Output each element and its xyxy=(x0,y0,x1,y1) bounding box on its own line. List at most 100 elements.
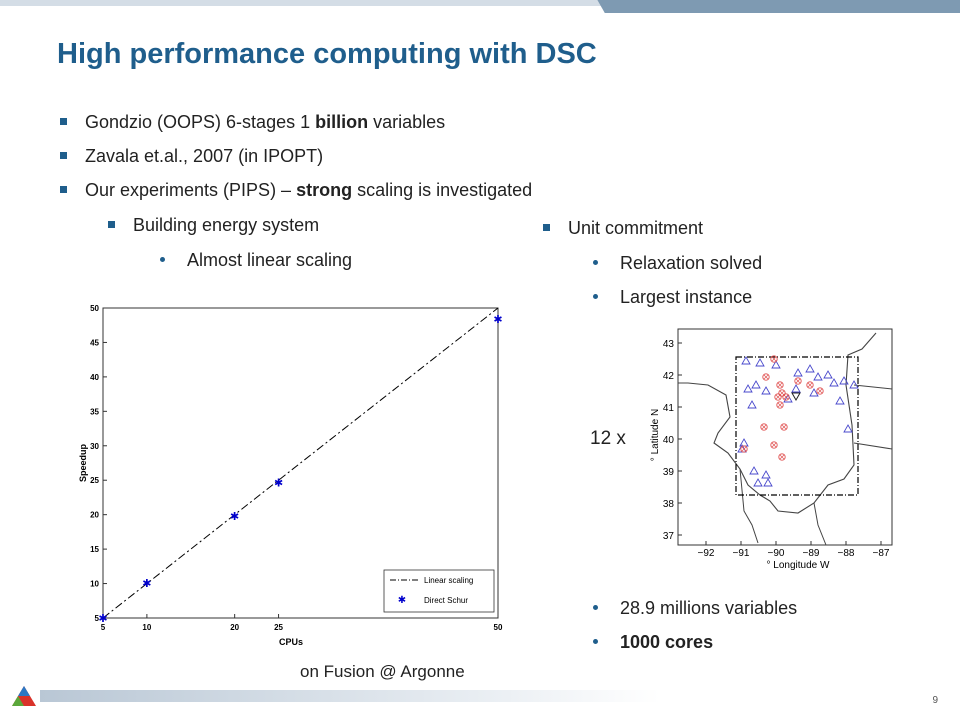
load-marker-cross xyxy=(761,424,767,430)
load-marker xyxy=(778,453,786,461)
page-title: High performance computing with DSC xyxy=(57,38,597,70)
bullet-text: 28.9 millions variables xyxy=(620,598,798,618)
generator-marker xyxy=(771,360,781,369)
load-marker xyxy=(782,393,790,401)
load-marker-cross xyxy=(817,388,823,394)
generator-marker xyxy=(753,478,763,487)
bullet-variables: 28.9 millions variables xyxy=(593,598,797,619)
generator-marker xyxy=(761,386,771,395)
generator-marker xyxy=(809,388,819,397)
y-tick-label: 20 xyxy=(90,511,99,520)
load-marker xyxy=(816,387,824,395)
generator-marker xyxy=(839,376,849,385)
x-tick-label: 25 xyxy=(274,623,283,632)
footer-logo xyxy=(12,686,36,706)
load-marker-cross xyxy=(779,454,785,460)
bullet-marker xyxy=(543,224,550,231)
load-marker xyxy=(806,381,814,389)
bullet-marker xyxy=(60,152,67,159)
map-y-tick-label: 42 xyxy=(663,371,675,382)
generator-marker xyxy=(741,356,751,365)
chart-caption: on Fusion @ Argonne xyxy=(300,662,465,681)
bullet-text: Unit commitment xyxy=(568,218,704,238)
generator-marker xyxy=(791,392,801,402)
direct-schur-point: ✱ xyxy=(142,578,151,590)
generator-marker xyxy=(813,372,823,381)
load-marker-cross xyxy=(777,382,783,388)
x-tick-label: 5 xyxy=(101,623,106,632)
bullet-zavala: Zavala et.al., 2007 (in IPOPT) xyxy=(60,146,323,167)
region-box xyxy=(735,356,859,496)
direct-schur-point: ✱ xyxy=(493,314,502,326)
linear-scaling-line xyxy=(102,307,499,619)
map-y-tick-label: 38 xyxy=(663,499,675,510)
bullet-text: Our experiments (PIPS) – strong scaling … xyxy=(85,180,533,200)
load-marker-cross xyxy=(771,356,777,362)
y-tick-label: 35 xyxy=(90,407,99,416)
generator-marker xyxy=(829,378,839,387)
load-marker xyxy=(770,441,778,449)
bullet-text: Largest instance xyxy=(620,287,753,307)
load-marker xyxy=(778,389,786,397)
load-marker-cross xyxy=(807,382,813,388)
load-marker xyxy=(776,381,784,389)
map-x-tick-label: −90 xyxy=(768,548,785,559)
y-tick-label: 45 xyxy=(90,338,99,347)
bullet-largest-instance: Largest instance xyxy=(593,287,752,308)
generator-marker xyxy=(823,370,833,379)
bullet-unit-commitment: Unit commitment xyxy=(543,218,703,239)
y-tick-label: 50 xyxy=(90,304,99,313)
load-marker xyxy=(774,393,782,401)
axis-ticks: 5 10 20 25 50 5 10 15 20 25 30 35 40 45 50 xyxy=(90,304,503,632)
header-bar xyxy=(0,0,960,6)
generator-marker xyxy=(843,424,853,433)
generator-marker xyxy=(849,380,859,389)
load-marker-cross xyxy=(775,394,781,400)
generator-marker xyxy=(791,384,801,393)
bullet-text: Relaxation solved xyxy=(620,253,763,273)
bullet-gondzio: Gondzio (OOPS) 6-stages 1 billion variab… xyxy=(60,112,445,133)
y-tick-label: 30 xyxy=(90,442,99,451)
bullet-marker xyxy=(593,260,598,265)
multiplier-label: 12 x xyxy=(590,428,626,449)
load-marker xyxy=(770,355,778,363)
load-marker-cross xyxy=(763,374,769,380)
map-x-tick-label: −88 xyxy=(838,548,855,559)
map-y-label: ° Latitude N xyxy=(650,409,661,461)
page-number: 9 xyxy=(932,695,938,706)
map-y-tick-label: 40 xyxy=(663,435,675,446)
load-marker xyxy=(762,373,770,381)
load-marker-cross xyxy=(771,442,777,448)
generator-marker xyxy=(749,466,759,475)
load-marker xyxy=(740,445,748,453)
direct-schur-point: ✱ xyxy=(230,511,239,523)
bullet-marker xyxy=(60,186,67,193)
legend-linear-label: Linear scaling xyxy=(424,576,473,585)
map-y-tick-label: 39 xyxy=(663,467,675,478)
y-tick-label: 40 xyxy=(90,373,99,382)
bullet-relaxation: Relaxation solved xyxy=(593,253,762,274)
illinois-map: −92 −91 −90 −89 −88 −87 43 42 41 40 39 38 37 ° Longi… xyxy=(650,328,893,571)
chart-series: ✱ ✱ ✱ ✱ ✱ xyxy=(98,307,503,625)
bullet-marker xyxy=(60,118,67,125)
header-accent-bar xyxy=(597,0,960,13)
map-x-tick-label: −89 xyxy=(803,548,820,559)
map-x-tick-label: −91 xyxy=(733,548,750,559)
direct-schur-point: ✱ xyxy=(98,613,107,625)
bullet-building-energy: Building energy system xyxy=(108,215,319,236)
generator-marker xyxy=(751,380,761,389)
load-marker xyxy=(776,401,784,409)
footer-bar xyxy=(40,690,660,702)
generator-marker xyxy=(805,364,815,373)
load-marker xyxy=(780,423,788,431)
x-axis-label: CPUs xyxy=(279,637,303,647)
bullet-cores: 1000 cores xyxy=(593,632,713,653)
load-marker-cross xyxy=(741,446,747,452)
bullet-text: Gondzio (OOPS) 6-stages 1 billion variab… xyxy=(85,112,446,132)
map-ticks: −92 −91 −90 −89 −88 −87 43 42 41 40 39 38 37 xyxy=(663,339,890,559)
chart-legend: Linear scaling ✱ Direct Schur xyxy=(383,569,495,613)
map-markers xyxy=(737,355,859,487)
x-tick-label: 10 xyxy=(142,623,151,632)
generator-marker xyxy=(793,368,803,377)
generator-marker xyxy=(747,400,757,409)
